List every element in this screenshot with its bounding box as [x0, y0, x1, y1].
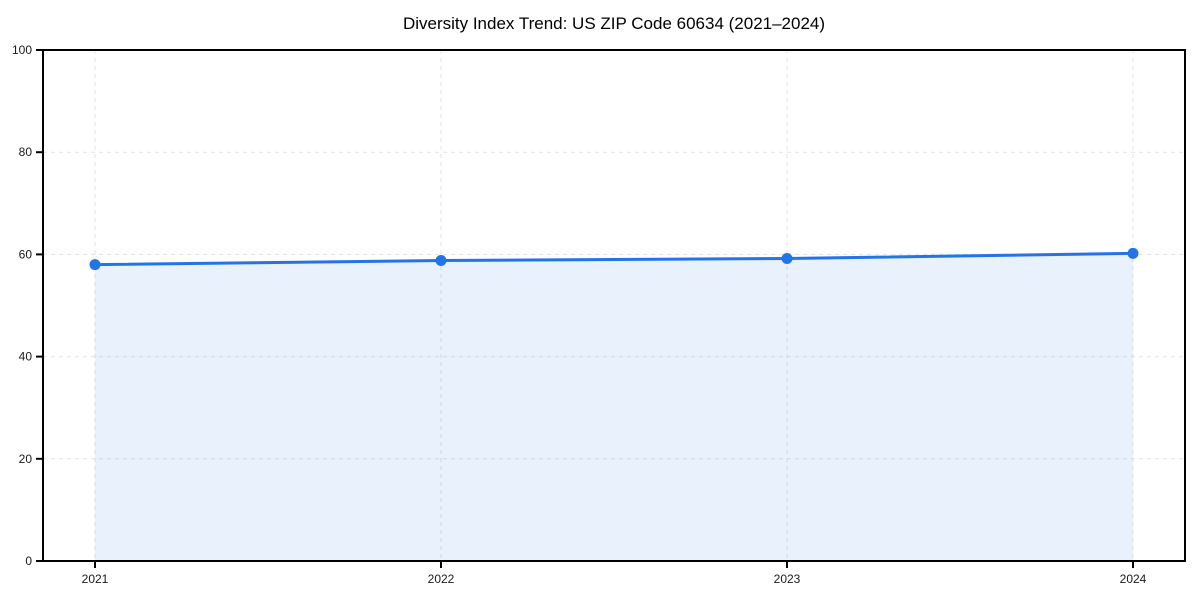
chart-title: Diversity Index Trend: US ZIP Code 60634…	[402, 14, 826, 33]
y-tick-label: 100	[12, 43, 32, 57]
data-point	[89, 259, 101, 271]
x-tick-label: 2023	[774, 572, 801, 586]
y-tick-label: 60	[19, 247, 33, 261]
data-point	[781, 252, 793, 264]
data-point	[435, 255, 447, 267]
y-tick-label: 0	[25, 554, 32, 568]
x-tick-label: 2022	[428, 572, 455, 586]
y-tick-label: 80	[19, 145, 33, 159]
x-tick-label: 2024	[1120, 572, 1147, 586]
y-tick-label: 40	[19, 350, 33, 364]
series-line	[93, 251, 1135, 267]
series-area-fill	[95, 253, 1133, 562]
x-tick-label: 2021	[82, 572, 109, 586]
data-point	[1127, 247, 1139, 259]
plot-border	[42, 49, 1186, 562]
y-tick-label: 20	[19, 452, 33, 466]
